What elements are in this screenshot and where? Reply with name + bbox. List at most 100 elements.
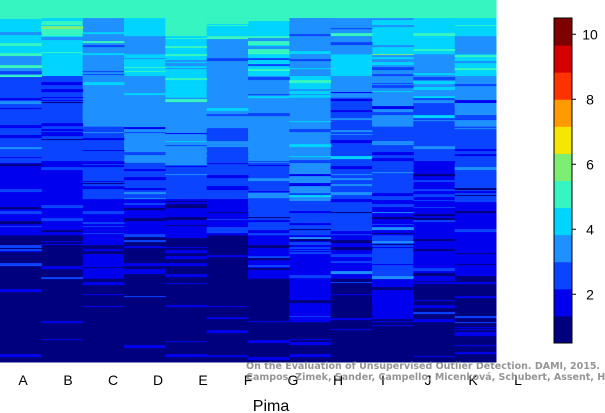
heatmap-row-stripe (206, 69, 249, 73)
heatmap-row-stripe (41, 198, 84, 200)
watermark-line-2: Campos, Zimek, Sander, Campello, Micenko… (246, 372, 605, 383)
heatmap-row-stripe (330, 240, 373, 244)
heatmap-row-stripe (454, 329, 497, 331)
x-tick-label-c: C (108, 372, 118, 388)
heatmap-row-stripe (124, 58, 166, 60)
heatmap-row-stripe (124, 93, 166, 96)
heatmap-cell (330, 54, 373, 77)
heatmap-row-stripe (289, 174, 332, 177)
heatmap-row-stripe (454, 55, 497, 58)
heatmap-cell (165, 36, 208, 55)
heatmap-row-stripe (124, 67, 166, 69)
heatmap-row-stripe (372, 67, 414, 71)
heatmap-row-stripe (206, 316, 249, 318)
heatmap-row-stripe (165, 256, 208, 260)
heatmap-row-stripe (82, 41, 125, 44)
heatmap-row-stripe (124, 90, 166, 92)
heatmap-row-stripe (82, 251, 125, 255)
heatmap-row-stripe (372, 212, 414, 214)
heatmap-row-stripe (165, 155, 208, 158)
heatmap-cell (124, 54, 166, 77)
heatmap-row-stripe (413, 312, 456, 315)
heatmap-row-stripe (41, 30, 84, 34)
heatmap-row-stripe (206, 317, 249, 320)
colorbar-segment (554, 261, 572, 290)
heatmap-row-stripe (206, 21, 249, 25)
heatmap-row-stripe (413, 137, 456, 140)
heatmap-row-stripe (0, 207, 42, 210)
heatmap-row-stripe (124, 343, 166, 345)
heatmap-row-stripe (0, 189, 42, 193)
heatmap-row-stripe (289, 51, 332, 55)
heatmap-row-stripe (289, 324, 332, 327)
heatmap-row-stripe (82, 340, 125, 344)
heatmap-cell (454, 76, 497, 99)
heatmap-row-stripe (124, 269, 166, 273)
heatmap-row-stripe (330, 125, 373, 127)
heatmap-row-stripe (165, 217, 208, 221)
heatmap-row-stripe (0, 283, 42, 286)
heatmap-row-stripe (248, 220, 290, 223)
heatmap-cell (248, 76, 290, 99)
colorbar-segment (554, 18, 572, 46)
heatmap-cell (289, 0, 332, 19)
heatmap-row-stripe (248, 193, 290, 196)
heatmap-row-stripe (413, 77, 456, 80)
heatmap-row-stripe (165, 305, 208, 308)
heatmap-row-stripe (289, 237, 332, 240)
heatmap-row-stripe (289, 255, 332, 257)
heatmap-row-stripe (165, 46, 208, 49)
heatmap-row-stripe (41, 129, 84, 132)
heatmap-row-stripe (82, 111, 125, 115)
heatmap-row-stripe (206, 355, 249, 358)
heatmap-row-stripe (413, 90, 456, 94)
heatmap-row-stripe (165, 235, 208, 239)
heatmap-row-stripe (289, 198, 332, 202)
colorbar-segment (554, 72, 572, 100)
heatmap-row-stripe (413, 284, 456, 288)
heatmap-cell (124, 76, 166, 99)
heatmap-row-stripe (124, 71, 166, 73)
heatmap-row-stripe (372, 217, 414, 220)
heatmap-row-stripe (372, 85, 414, 88)
heatmap-cell (41, 235, 84, 280)
heatmap-row-stripe (82, 45, 125, 48)
heatmap-row-stripe (0, 89, 42, 92)
heatmap-row-stripe (165, 78, 208, 81)
heatmap-row-stripe (330, 208, 373, 210)
heatmap-row-stripe (413, 239, 456, 242)
heatmap-row-stripe (372, 244, 414, 246)
heatmap-cell (0, 278, 42, 323)
heatmap-row-stripe (0, 178, 42, 182)
heatmap-row-stripe (413, 218, 456, 221)
heatmap-cell (82, 235, 125, 280)
heatmap-row-stripe (289, 201, 332, 204)
heatmap-row-stripe (0, 245, 42, 249)
heatmap-row-stripe (206, 141, 249, 145)
colorbar-segment (554, 207, 572, 236)
heatmap-row-stripe (289, 261, 332, 265)
heatmap-row-stripe (413, 180, 456, 183)
heatmap-row-stripe (289, 18, 332, 21)
heatmap-row-stripe (248, 191, 290, 193)
heatmap-row-stripe (206, 125, 249, 129)
heatmap-row-stripe (41, 336, 84, 339)
heatmap-cell (413, 126, 456, 164)
heatmap-row-stripe (330, 178, 373, 181)
heatmap-row-stripe (330, 282, 373, 284)
heatmap-row-stripe (82, 233, 125, 235)
heatmap-row-stripe (248, 274, 290, 278)
heatmap-row-stripe (330, 166, 373, 170)
heatmap-row-stripe (413, 278, 456, 282)
heatmap-row-stripe (206, 30, 249, 32)
heatmap-row-stripe (289, 239, 332, 242)
heatmap-row-stripe (0, 248, 42, 250)
heatmap-row-stripe (206, 163, 249, 165)
heatmap-row-stripe (206, 186, 249, 188)
heatmap-row-stripe (165, 283, 208, 285)
heatmap-row-stripe (330, 53, 373, 55)
heatmap-row-stripe (0, 65, 42, 69)
x-tick-label-h: H (333, 372, 343, 388)
heatmap-row-stripe (165, 104, 208, 106)
heatmap-row-stripe (330, 331, 373, 335)
